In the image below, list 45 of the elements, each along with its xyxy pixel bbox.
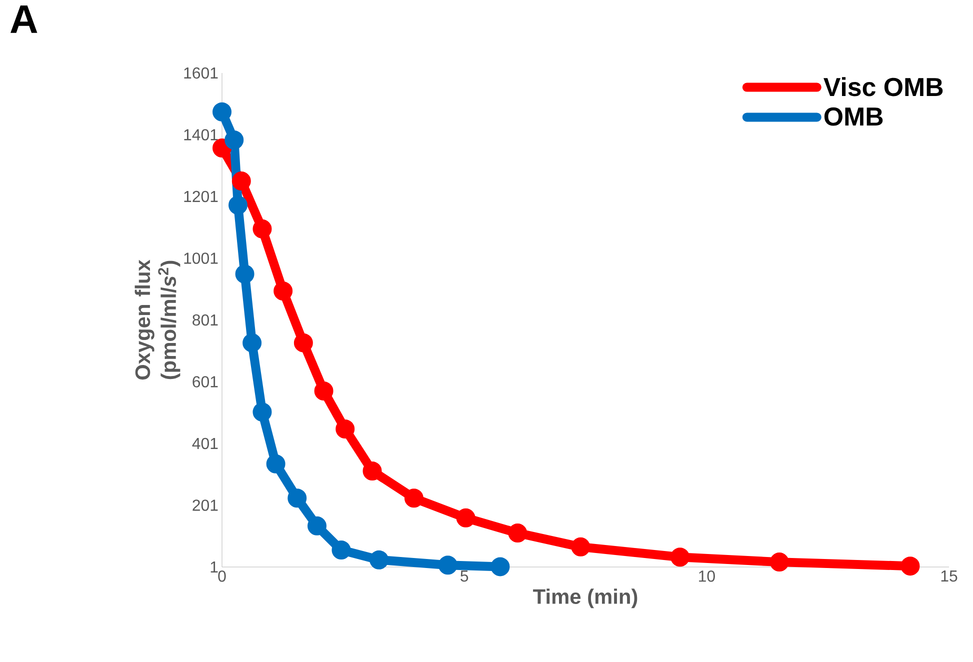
legend-label: Visc OMB [824,77,943,96]
x-tick-label: 10 [699,570,715,582]
x-axis-title: Time (min) [533,588,638,608]
y-tick-label: 601 [192,376,218,388]
point [307,516,326,536]
point [490,557,510,576]
y-tick-label: 1601 [184,67,218,79]
point [235,264,254,284]
point [266,454,286,474]
y-tick-label: 1001 [184,252,218,264]
point [438,556,458,575]
point [670,548,690,567]
point [456,508,476,528]
y-tick-label: 801 [192,314,218,326]
point [900,556,920,576]
point [212,102,232,122]
point [336,419,355,438]
point [228,196,248,215]
y-tick-label: 1201 [184,190,218,202]
legend-label: OMB [824,107,883,126]
point [252,402,272,422]
x-tick-label: 5 [460,570,468,582]
point [232,172,251,191]
point [332,540,351,560]
x-tick-label: 15 [941,570,958,582]
point [508,524,528,543]
y-tick-label: 1401 [184,129,218,140]
point [571,537,590,556]
x-tick-label: 0 [218,570,226,582]
point [252,219,272,238]
point [294,333,313,352]
y-tick-label: 401 [192,438,218,450]
point [370,550,389,570]
point [274,281,293,300]
point [224,130,244,150]
point [242,333,262,352]
point [212,138,232,158]
point [314,382,334,401]
point [288,488,307,508]
point [770,552,789,572]
point [362,461,382,480]
y-tick-label: 201 [192,500,218,511]
point [404,488,424,508]
y-tick-label: 1 [210,562,218,572]
text: A [10,6,38,33]
